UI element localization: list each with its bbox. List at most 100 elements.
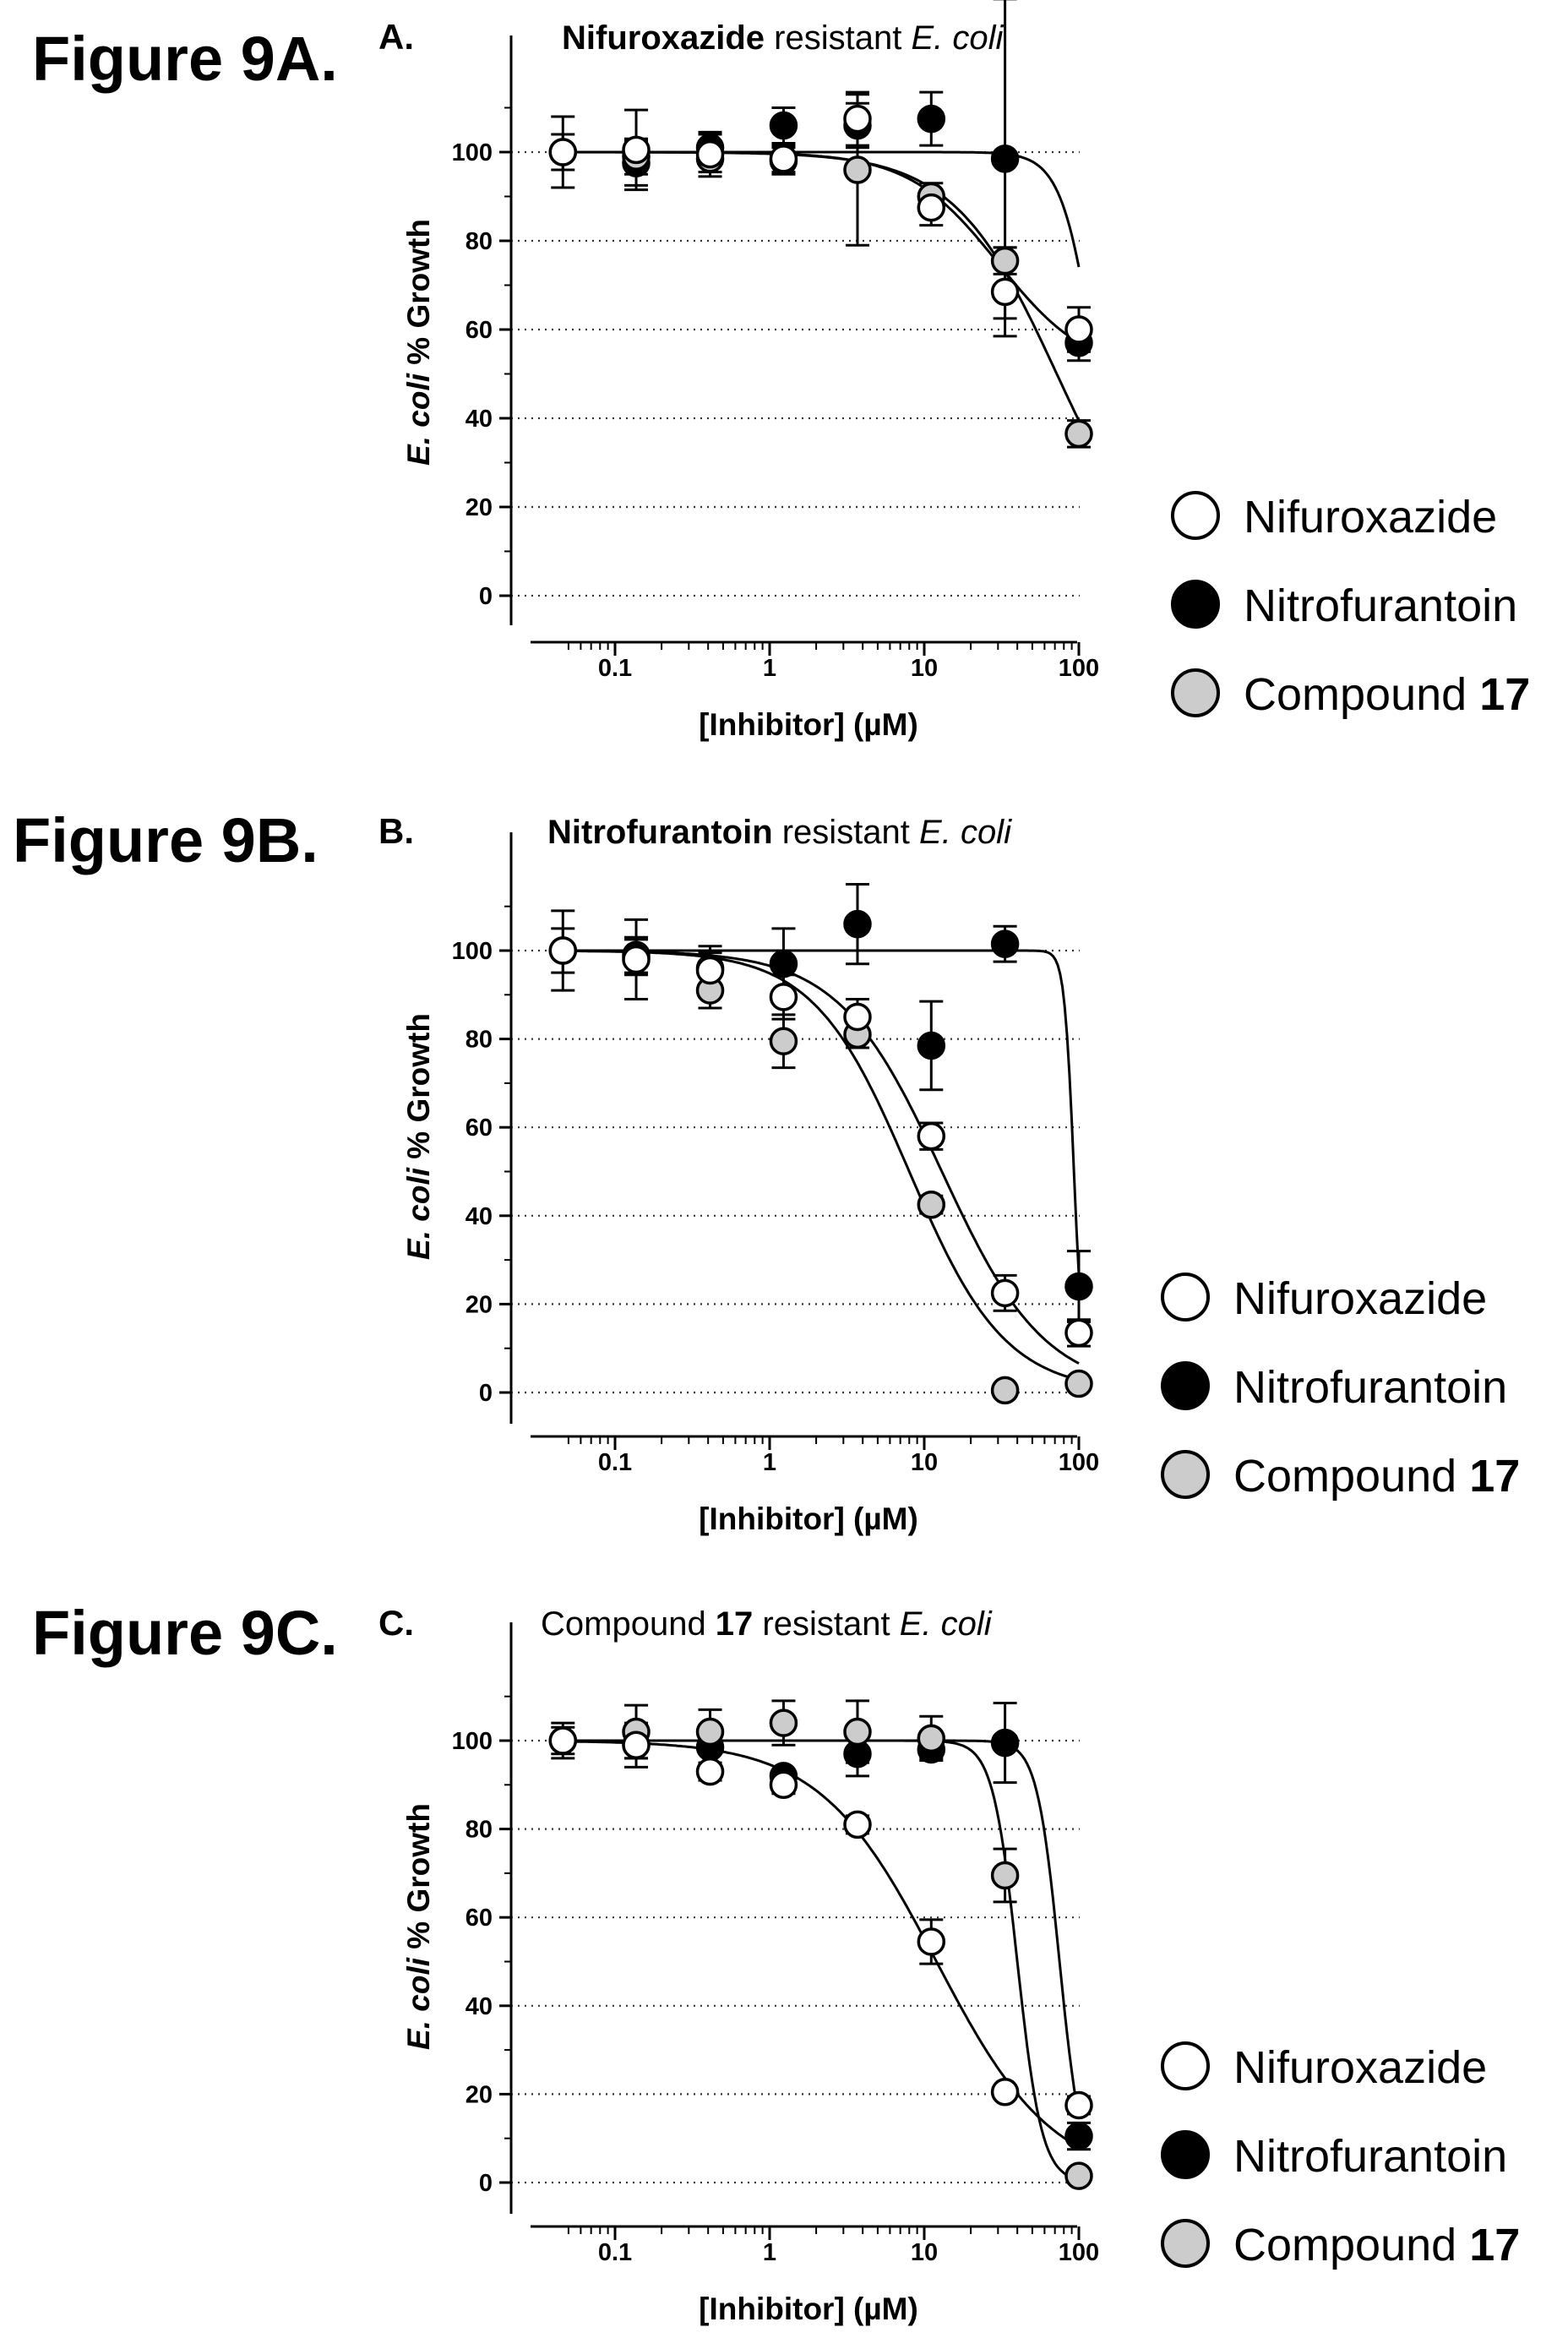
data-point-c-nifuroxazide — [769, 1770, 798, 1800]
legend-a-nifuroxazide-marker — [1171, 491, 1220, 540]
data-point-c-compound17 — [990, 1861, 1020, 1890]
legend-c: Nifuroxazide Nitrofurantoin Compound 17 — [1161, 2041, 1520, 2270]
x-tick-label-a-1: 1 — [763, 655, 776, 682]
data-point-b-nitrofurantoin — [917, 1031, 946, 1060]
data-point-a-compound17 — [990, 246, 1020, 275]
data-point-b-nitrofurantoin — [1064, 1272, 1093, 1301]
chart-title-b: Nitrofurantoin resistant E. coli — [547, 814, 1012, 851]
data-point-a-nifuroxazide — [622, 135, 651, 165]
data-point-a-nifuroxazide — [843, 104, 872, 134]
data-point-a-nifuroxazide — [695, 139, 725, 169]
data-point-a-nitrofurantoin — [769, 111, 798, 140]
legend-a-nifuroxazide-label: Nifuroxazide — [1244, 492, 1497, 542]
y-tick-label-c-20: 20 — [466, 2081, 493, 2108]
panel-letter-a: A. — [378, 17, 414, 57]
y-tick-label-a-100: 100 — [452, 139, 493, 166]
legend-a-compound17-label: Compound 17 — [1244, 669, 1530, 720]
x-tick-label-b-100: 100 — [1059, 1449, 1099, 1476]
legend-a-nitrofurantoin-label: Nitrofurantoin — [1244, 580, 1517, 631]
x-tick-label-a-100: 100 — [1059, 655, 1099, 682]
data-point-a-nifuroxazide — [548, 138, 578, 166]
x-tick-label-c-100: 100 — [1059, 2239, 1099, 2266]
y-tick-label-b-20: 20 — [466, 1291, 493, 1318]
legend-c-nifuroxazide-marker — [1161, 2041, 1210, 2090]
plot-area-b: 0 20 40 60 80 100 0.1 1 10 100 — [452, 832, 1099, 1476]
x-axis-title-b: [Inhibitor] (µM) — [699, 1502, 918, 1536]
legend-b-compound17-label: Compound 17 — [1233, 1451, 1520, 1502]
data-point-b-compound17 — [990, 1376, 1020, 1405]
panel-letter-b: B. — [378, 811, 414, 851]
data-point-a-compound17 — [843, 155, 872, 184]
data-point-a-compound17 — [1064, 419, 1093, 449]
data-point-c-nifuroxazide — [1064, 2090, 1093, 2120]
x-tick-label-a-10: 10 — [911, 655, 938, 682]
data-point-c-nifuroxazide — [990, 2078, 1020, 2106]
plot-area-c: 0 20 40 60 80 100 0.1 1 10 100 — [452, 1622, 1099, 2266]
data-point-c-compound17 — [917, 1724, 946, 1753]
data-point-b-compound17 — [769, 1027, 798, 1055]
data-point-b-nifuroxazide — [917, 1121, 946, 1151]
data-point-c-nitrofurantoin — [990, 1728, 1020, 1758]
data-point-b-compound17 — [1064, 1369, 1093, 1398]
x-axis-title-a: [Inhibitor] (µM) — [699, 707, 918, 742]
y-tick-label-a-0: 0 — [479, 583, 493, 610]
y-tick-label-c-60: 60 — [466, 1905, 493, 1932]
x-tick-label-c-0.1: 0.1 — [598, 2239, 632, 2266]
data-point-b-nifuroxazide — [843, 1002, 872, 1032]
data-point-b-nitrofurantoin — [769, 949, 798, 978]
chart-title-c: Compound 17 resistant E. coli — [541, 1605, 993, 1643]
data-point-c-compound17 — [769, 1709, 798, 1737]
y-axis-title-a: E. coli % Growth — [401, 219, 436, 466]
legend-a-nitrofurantoin-marker — [1171, 580, 1220, 629]
data-point-a-nifuroxazide — [1064, 315, 1093, 344]
chart-title-a: Nifuroxazide resistant E. coli — [562, 19, 1004, 57]
data-point-a-nifuroxazide — [769, 144, 798, 173]
panel-letter-c: C. — [378, 1603, 414, 1643]
data-point-b-compound17 — [917, 1190, 946, 1219]
x-axis-title-c: [Inhibitor] (µM) — [699, 2292, 918, 2326]
legend-b-nitrofurantoin-marker — [1161, 1361, 1210, 1410]
data-point-c-nifuroxazide — [917, 1927, 946, 1956]
y-tick-label-a-40: 40 — [466, 406, 493, 433]
legend-b: Nifuroxazide Nitrofurantoin Compound 17 — [1161, 1273, 1520, 1502]
data-point-b-nifuroxazide — [622, 945, 651, 974]
data-point-a-nitrofurantoin — [990, 144, 1020, 173]
y-tick-label-c-80: 80 — [466, 1817, 493, 1844]
data-point-c-nifuroxazide — [622, 1730, 651, 1759]
x-tick-label-b-10: 10 — [911, 1449, 938, 1476]
figure-label-9c: Figure 9C. — [32, 1598, 338, 1668]
y-tick-label-b-80: 80 — [466, 1027, 493, 1054]
data-point-b-nifuroxazide — [990, 1278, 1020, 1308]
legend-a: Nifuroxazide Nitrofurantoin Compound 17 — [1171, 491, 1530, 720]
data-point-a-nifuroxazide — [990, 277, 1020, 307]
legend-c-compound17-marker — [1161, 2219, 1210, 2268]
data-point-a-nitrofurantoin — [917, 104, 946, 134]
x-tick-label-b-0.1: 0.1 — [598, 1449, 632, 1476]
legend-b-nifuroxazide-label: Nifuroxazide — [1233, 1273, 1487, 1324]
y-tick-label-a-80: 80 — [466, 228, 493, 255]
data-point-b-nitrofurantoin — [990, 929, 1020, 958]
legend-b-nifuroxazide-marker — [1161, 1273, 1210, 1322]
y-axis-title-c: E. coli % Growth — [401, 1803, 436, 2050]
data-point-a-nifuroxazide — [917, 193, 946, 222]
legend-a-compound17-marker — [1171, 668, 1220, 717]
y-tick-label-c-40: 40 — [466, 1993, 493, 2020]
figure-label-9b: Figure 9B. — [13, 805, 318, 875]
y-tick-label-b-40: 40 — [466, 1203, 493, 1230]
plot-area-a: 0 20 40 60 80 100 0.1 1 10 100 — [452, 0, 1099, 682]
legend-b-nitrofurantoin-label: Nitrofurantoin — [1233, 1362, 1507, 1413]
data-point-b-nifuroxazide — [769, 983, 798, 1011]
data-point-c-nifuroxazide — [695, 1757, 725, 1786]
legend-b-compound17-marker — [1161, 1450, 1210, 1499]
data-point-b-nifuroxazide — [1064, 1318, 1093, 1348]
y-tick-label-c-0: 0 — [479, 2170, 493, 2197]
legend-c-nitrofurantoin-label: Nitrofurantoin — [1233, 2131, 1507, 2182]
data-point-c-compound17 — [1064, 2161, 1093, 2190]
y-tick-label-a-20: 20 — [466, 494, 493, 521]
y-tick-label-b-60: 60 — [466, 1115, 493, 1142]
data-point-c-compound17 — [843, 1717, 872, 1747]
legend-c-compound17-label: Compound 17 — [1233, 2220, 1520, 2270]
data-point-c-nitrofurantoin — [1064, 2122, 1093, 2150]
legend-c-nitrofurantoin-marker — [1161, 2130, 1210, 2179]
